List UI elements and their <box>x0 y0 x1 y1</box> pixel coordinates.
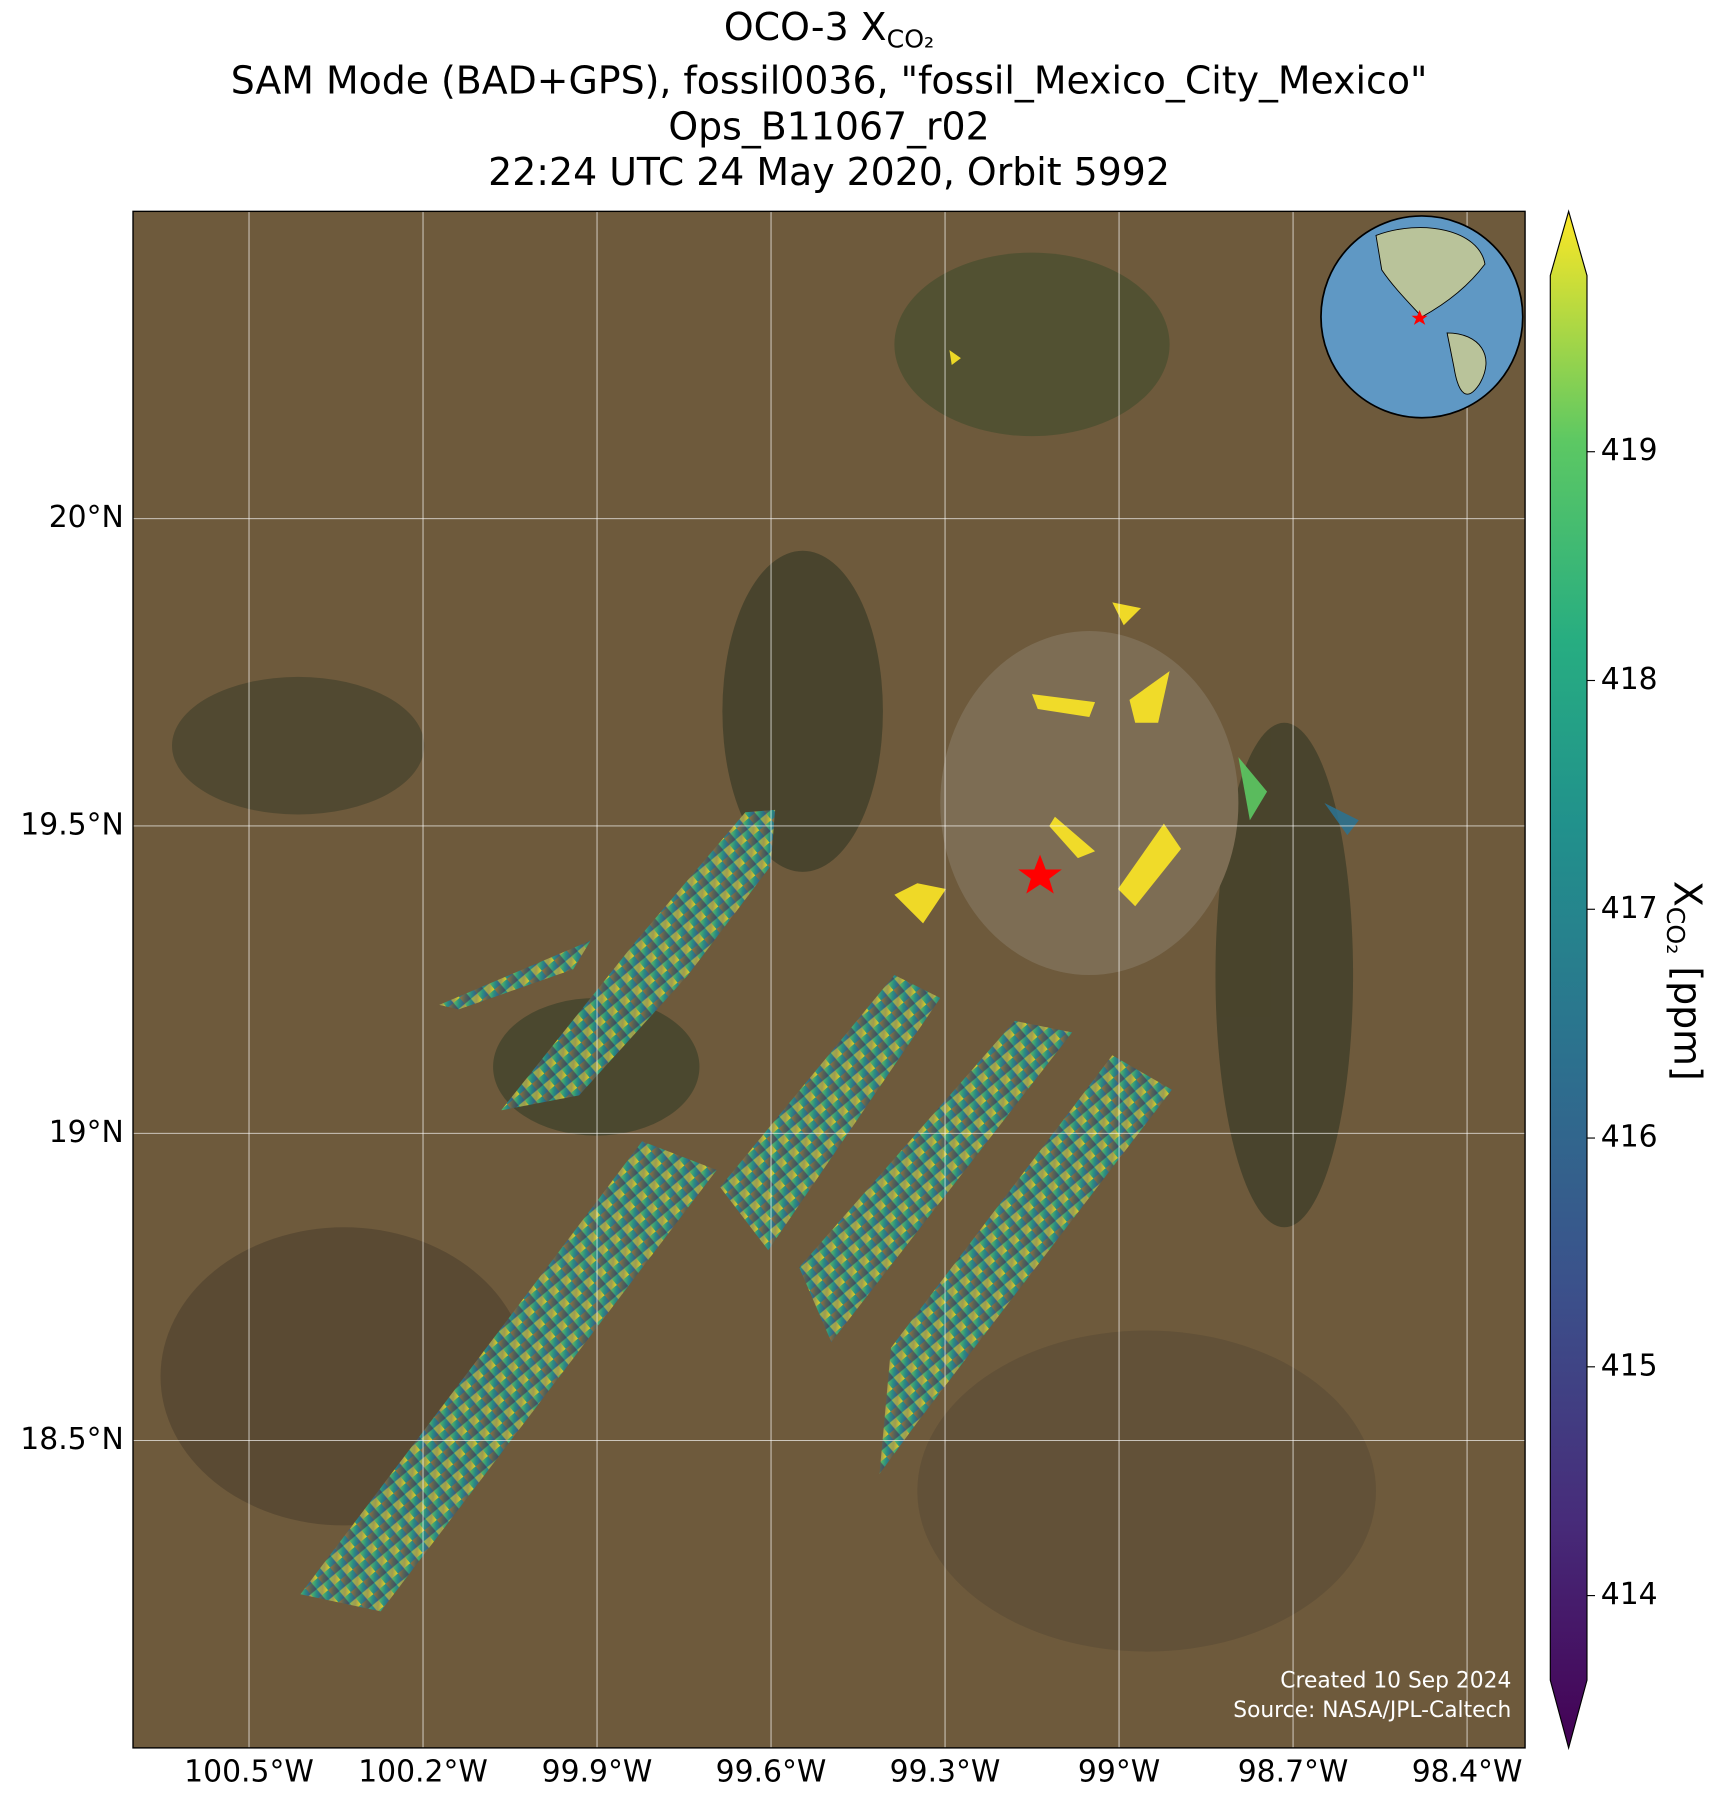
colorbar-label-text: X <box>1666 881 1710 907</box>
colorbar-tick-label: 416 <box>1601 1120 1658 1155</box>
x-tick-label: 99.9°W <box>542 1755 653 1790</box>
colorbar: XCO₂ [ppm] 414 415 416 417 418 419 <box>1549 209 1710 1751</box>
title-subscript: CO₂ <box>887 24 935 53</box>
x-tick-label: 99°W <box>1078 1755 1160 1790</box>
colorbar-label-subscript: CO₂ <box>1661 907 1690 955</box>
colorbar-label: XCO₂ [ppm] <box>1661 881 1710 1081</box>
x-tick-label: 100.5°W <box>184 1755 314 1790</box>
colorbar-tick-label: 419 <box>1601 433 1658 468</box>
chart-title: OCO-3 XCO₂ <box>724 5 934 54</box>
inset-globe <box>1320 215 1524 419</box>
y-tick-label: 19.5°N <box>20 807 124 842</box>
y-tick-label: 18.5°N <box>20 1422 124 1457</box>
map-area: Created 10 Sep 2024 Source: NASA/JPL-Calt… <box>133 211 1526 1748</box>
credit-text: Source: NASA/JPL-Caltech <box>1233 1698 1511 1723</box>
grid <box>133 211 1526 1748</box>
subtitle: 22:24 UTC 24 May 2020, Orbit 5992 <box>488 150 1170 194</box>
colorbar-tick-label: 415 <box>1601 1348 1658 1383</box>
subtitle: Ops_B11067_r02 <box>668 104 989 148</box>
axes: 100.5°W 100.2°W 99.9°W 99.6°W 99.3°W 99°W 98.7… <box>20 500 1522 1789</box>
titles: OCO-3 XCO₂ SAM Mode (BAD+GPS), fossil003… <box>231 5 1428 195</box>
subtitle: SAM Mode (BAD+GPS), fossil0036, "fossil_… <box>231 58 1428 102</box>
credit-text: Created 10 Sep 2024 <box>1280 1668 1511 1693</box>
colorbar-tick-label: 418 <box>1601 662 1658 697</box>
x-tick-label: 99.6°W <box>716 1755 827 1790</box>
target-star <box>1018 854 1062 894</box>
colorbar-bar <box>1549 209 1588 1751</box>
terrain <box>160 252 1376 1652</box>
colorbar-tick-label: 414 <box>1601 1577 1658 1612</box>
x-tick-label: 98.7°W <box>1238 1755 1349 1790</box>
colorbar-label-suffix: [ppm] <box>1666 954 1710 1080</box>
credits: Created 10 Sep 2024 Source: NASA/JPL-Calt… <box>1233 1668 1511 1723</box>
title-text: OCO-3 X <box>724 5 887 49</box>
x-tick-label: 98.4°W <box>1412 1755 1523 1790</box>
swaths <box>300 350 1359 1612</box>
y-tick-label: 19°N <box>49 1115 124 1150</box>
x-tick-label: 100.2°W <box>358 1755 488 1790</box>
map-frame <box>132 210 1526 1749</box>
colorbar-tick-label: 417 <box>1601 891 1658 926</box>
y-tick-label: 20°N <box>49 500 124 535</box>
x-tick-label: 99.3°W <box>890 1755 1001 1790</box>
